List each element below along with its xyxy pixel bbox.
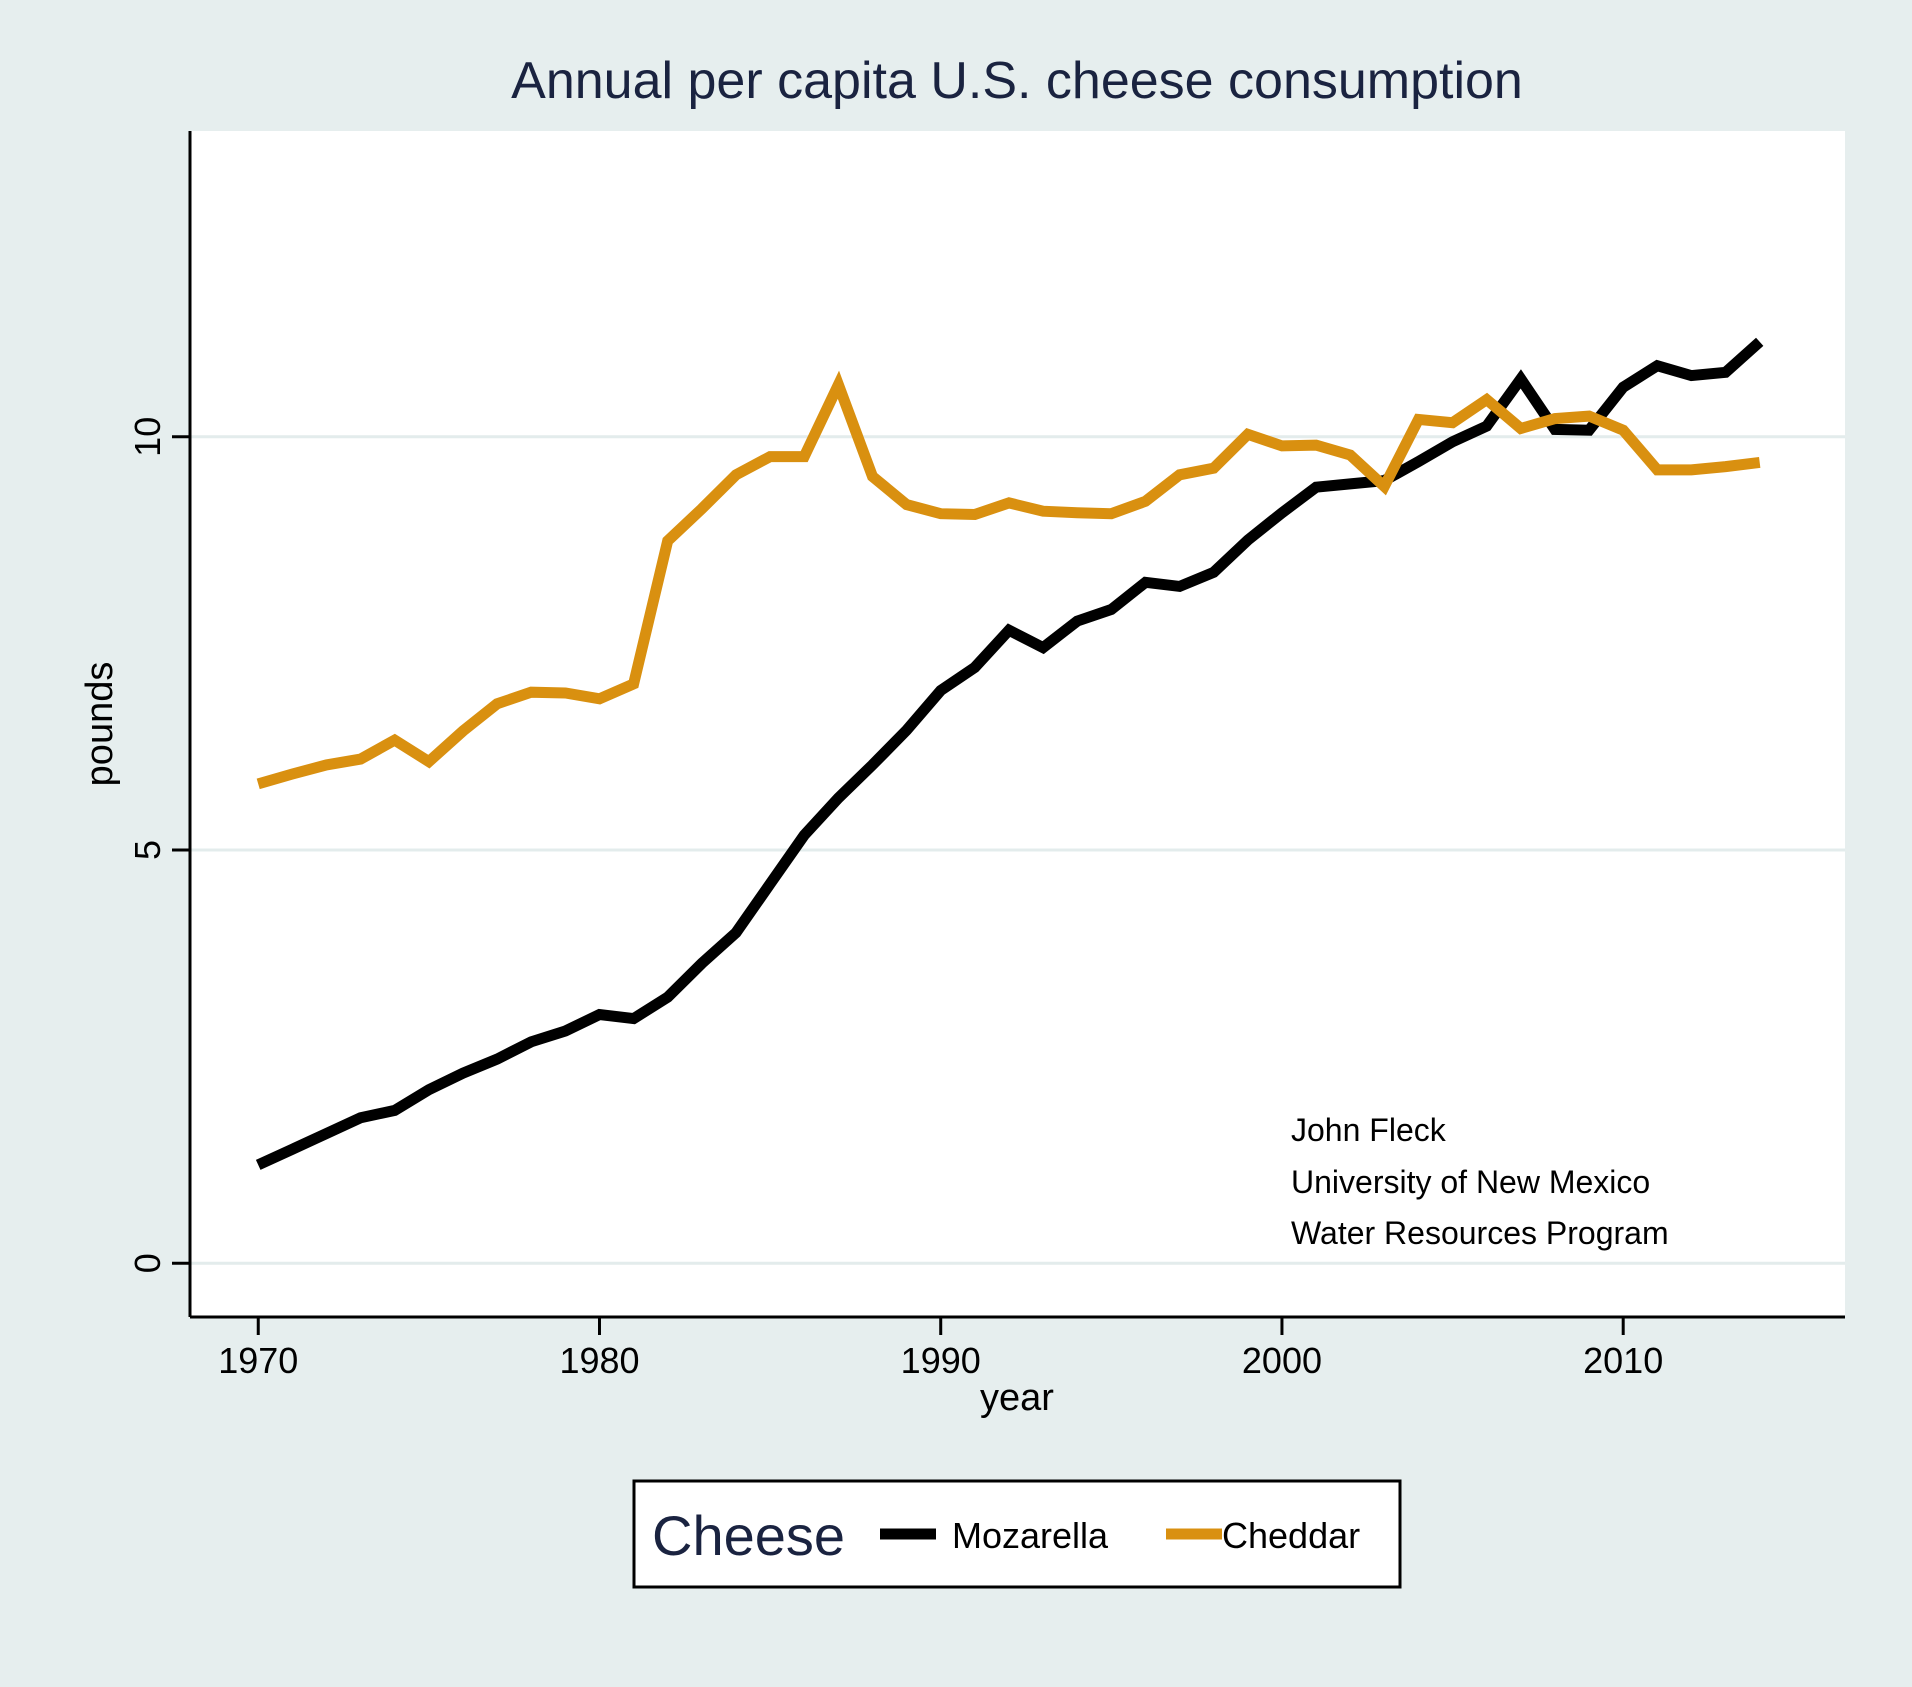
y-axis-ticks: 0 5 10	[127, 417, 190, 1273]
legend-title: Cheese	[652, 1504, 845, 1567]
series-layer	[255, 337, 1764, 1170]
y-tick-label: 0	[127, 1253, 168, 1273]
x-axis-ticks: 1970 1980 1990 2000 2010	[218, 1317, 1663, 1381]
legend-label-cheddar: Cheddar	[1222, 1515, 1360, 1556]
x-tick-label: 2000	[1242, 1340, 1322, 1381]
series-line-cheddar	[256, 370, 1761, 790]
y-tick-label: 5	[127, 840, 168, 860]
credit-author: John Fleck	[1291, 1112, 1447, 1148]
x-tick-label: 1970	[218, 1340, 298, 1381]
legend-box	[632, 1479, 1402, 1589]
chart-title: Annual per capita U.S. cheese consumptio…	[511, 52, 1523, 110]
x-tick-label: 1990	[901, 1340, 981, 1381]
y-tick-label: 10	[127, 417, 168, 457]
y-axis-title: pounds	[79, 662, 121, 787]
x-tick-label: 1980	[559, 1340, 639, 1381]
x-axis-title: year	[980, 1377, 1054, 1419]
x-tick-label: 2010	[1583, 1340, 1663, 1381]
legend-label-mozarella: Mozarella	[952, 1515, 1109, 1556]
credit-program: Water Resources Program	[1291, 1215, 1669, 1251]
credit-institution: University of New Mexico	[1291, 1164, 1650, 1200]
legend: Cheese Mozarella Cheddar	[632, 1479, 1402, 1589]
plot-area	[190, 131, 1845, 1317]
grid	[190, 435, 1845, 1265]
series-line-mozarella	[255, 337, 1764, 1170]
